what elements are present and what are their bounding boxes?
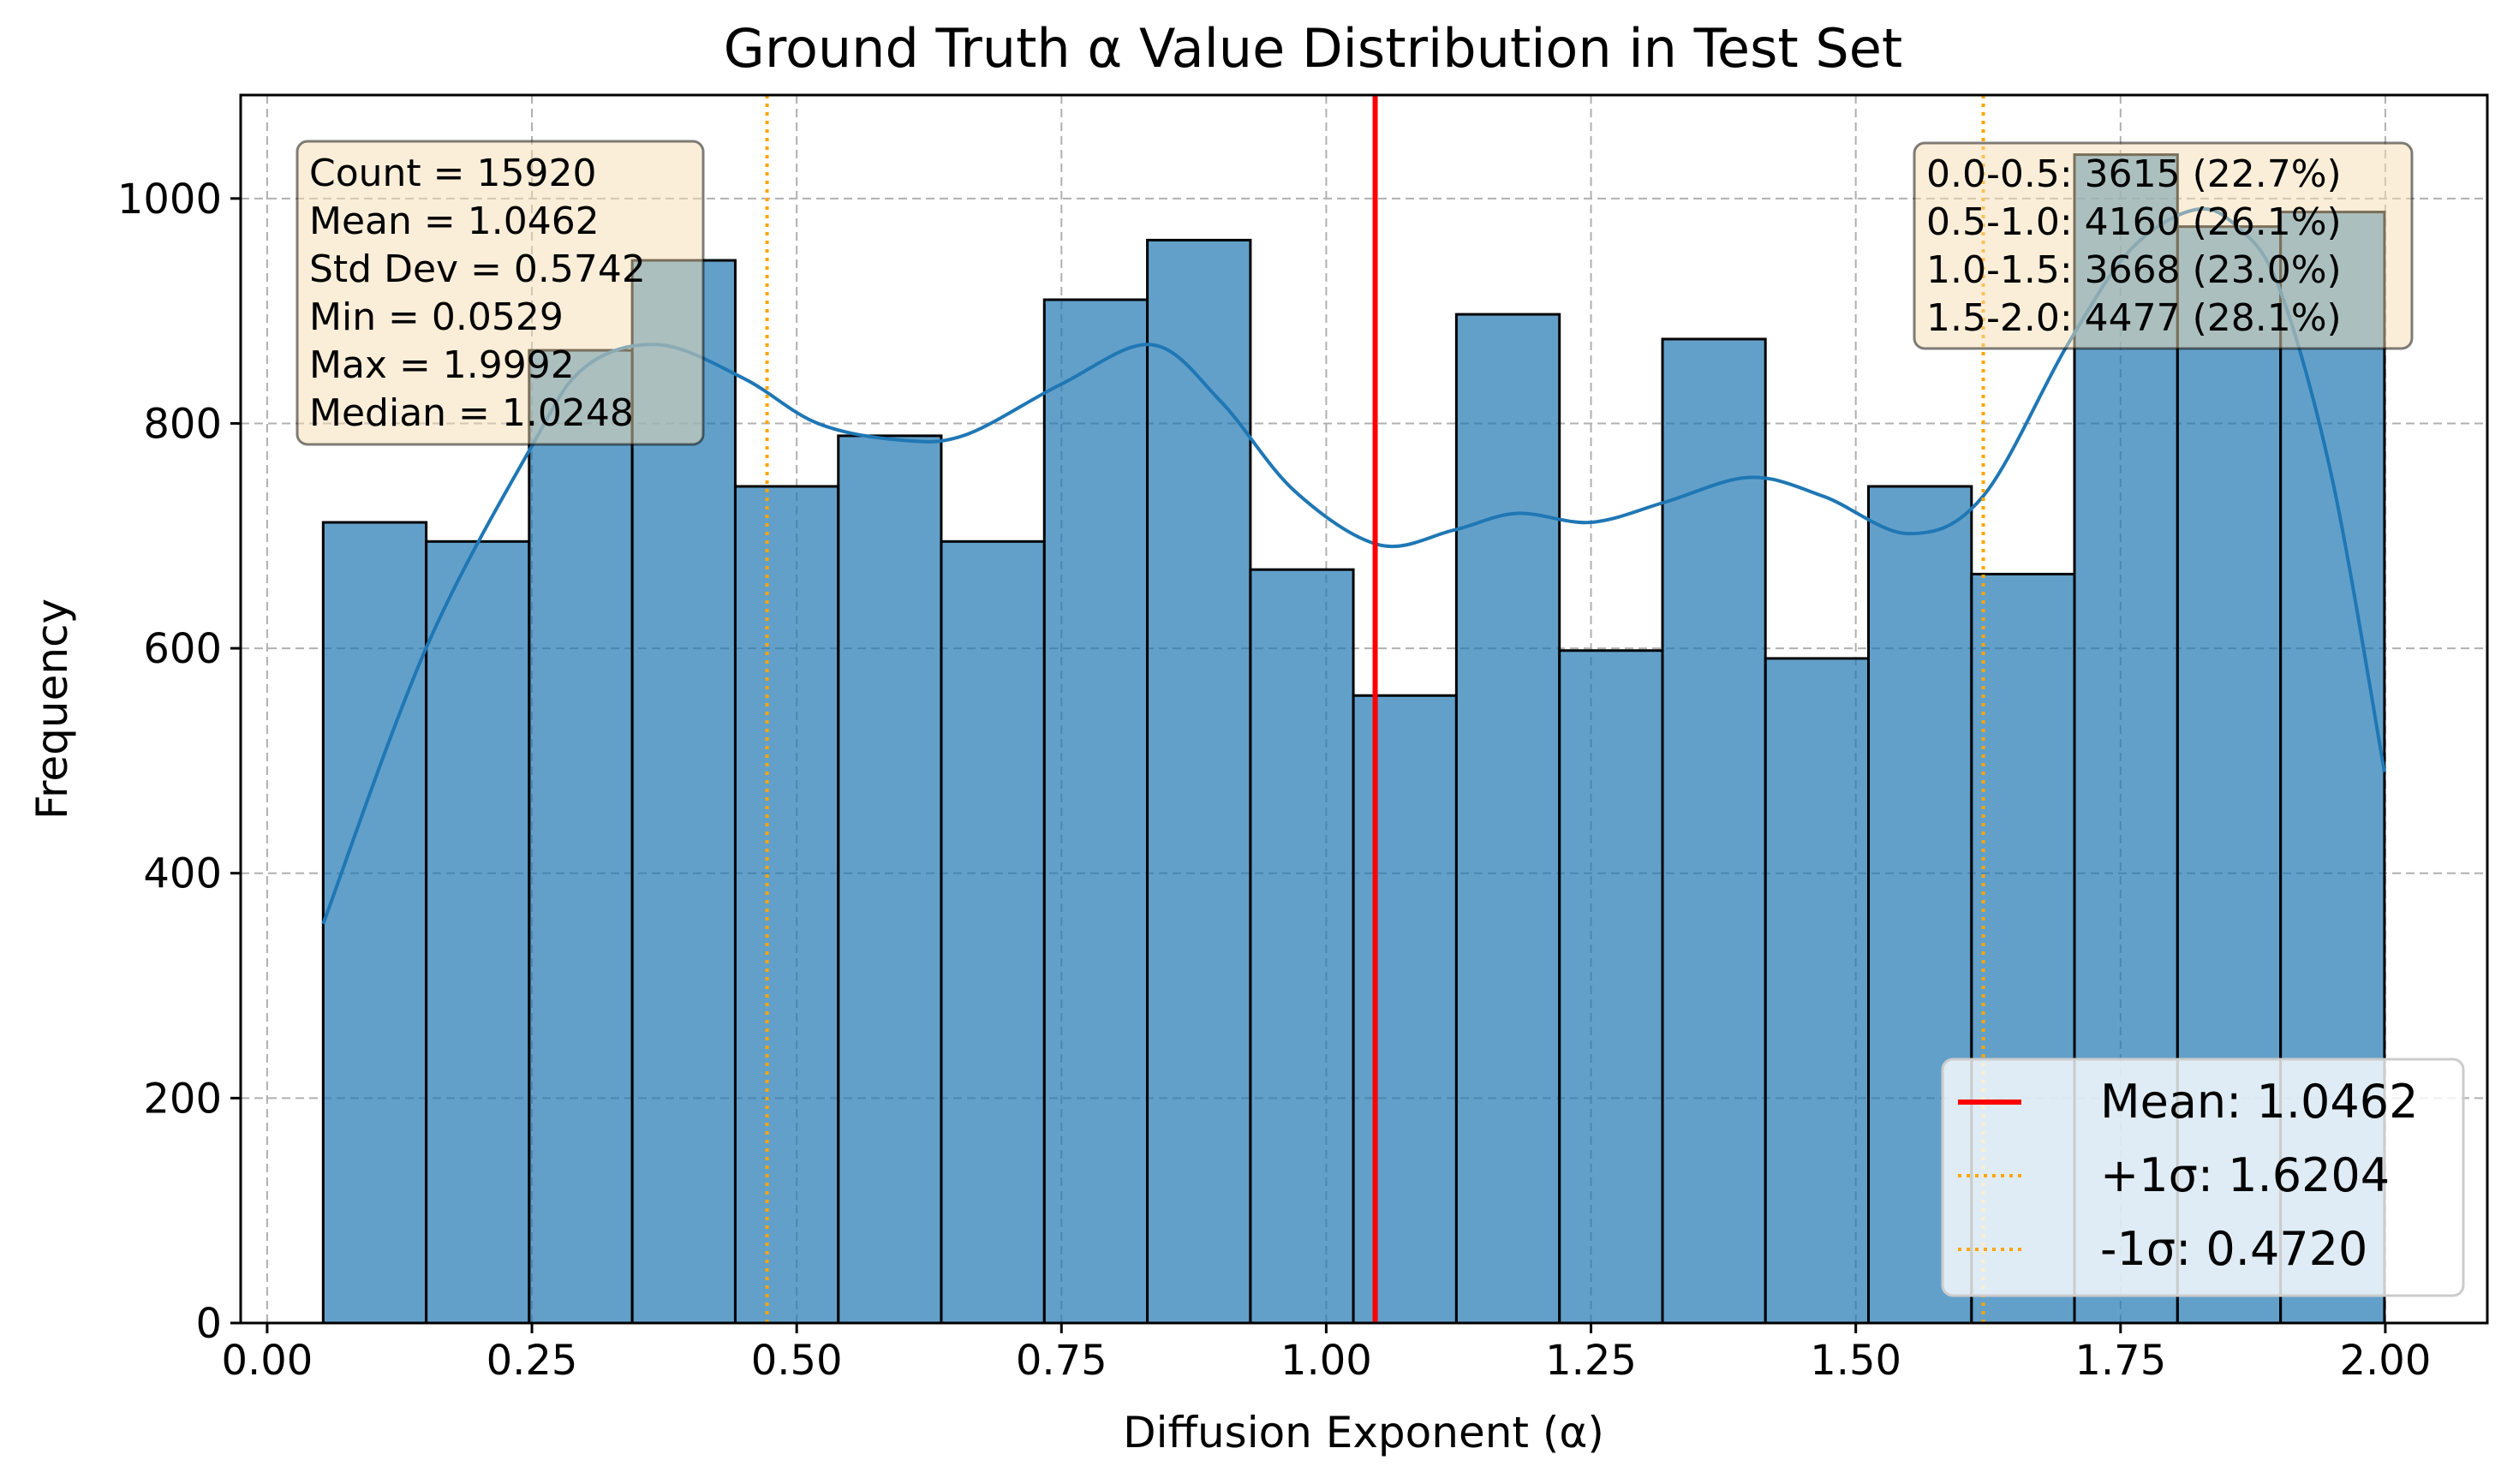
legend-label-minus-sigma: -1σ: 0.4720 [2100, 1222, 2367, 1276]
range-0-05: 0.0-0.5: 3615 (22.7%) [1926, 152, 2342, 196]
range-box-background [1913, 141, 2414, 350]
stat-median: Median = 1.0248 [309, 391, 634, 435]
x-axis-label: Diffusion Exponent (α) [1123, 1408, 1604, 1457]
histogram-bar [940, 539, 1046, 1325]
range-counts-box: 0.0-0.5: 3615 (22.7%) 0.5-1.0: 4160 (26.… [1913, 141, 2414, 350]
x-tick-label: 0.75 [1016, 1337, 1107, 1385]
y-tick-label: 1000 [117, 176, 222, 223]
y-axis-label: Frequency [27, 599, 77, 819]
y-tick-label: 600 [143, 625, 222, 673]
histogram-bar [1352, 694, 1458, 1325]
legend-frame [1941, 1058, 2465, 1297]
y-tick-label: 200 [143, 1075, 222, 1123]
x-tick-label: 1.00 [1280, 1337, 1372, 1385]
histogram-bar [1558, 649, 1664, 1325]
x-tick-label: 1.25 [1545, 1337, 1637, 1385]
histogram-bar [1764, 657, 1871, 1325]
legend-label-plus-sigma: +1σ: 1.6204 [2100, 1148, 2390, 1202]
x-tick-label: 1.75 [2074, 1337, 2166, 1385]
y-axis-ticks: 0 200 400 600 800 1000 [117, 176, 241, 1348]
plot-frame [239, 93, 2489, 1325]
range-15-20: 1.5-2.0: 4477 (28.1%) [1926, 296, 2342, 340]
range-05-10: 0.5-1.0: 4160 (26.1%) [1926, 200, 2342, 244]
stat-min: Min = 0.0529 [309, 295, 564, 339]
x-tick-label: 2.00 [2339, 1337, 2431, 1385]
histogram-bar [837, 434, 943, 1325]
x-tick-label: 1.50 [1810, 1337, 1901, 1385]
stat-mean: Mean = 1.0462 [309, 200, 600, 243]
chart-title: Ground Truth α Value Distribution in Tes… [724, 17, 1902, 80]
stat-std: Std Dev = 0.5742 [309, 247, 646, 291]
reference-lines [765, 95, 1985, 1323]
x-tick-label: 0.50 [751, 1337, 843, 1385]
histogram-bar [425, 539, 531, 1325]
legend-label-mean: Mean: 1.0462 [2100, 1075, 2418, 1129]
histogram-bar [321, 521, 428, 1325]
stat-count: Count = 15920 [309, 152, 596, 195]
histogram-bar [528, 349, 634, 1325]
histogram-bar [733, 485, 840, 1325]
statistics-box: Count = 15920 Mean = 1.0462 Std Dev = 0.… [295, 140, 705, 446]
x-tick-label: 0.00 [221, 1337, 313, 1385]
stat-max: Max = 1.9992 [309, 343, 575, 387]
x-axis-ticks: 0.00 0.25 0.50 0.75 1.00 1.25 1.50 1.75 2.00 [221, 1323, 2431, 1385]
histogram-bar [1146, 238, 1252, 1325]
y-tick-label: 0 [195, 1300, 222, 1348]
histogram-bar [1454, 313, 1561, 1325]
range-10-15: 1.0-1.5: 3668 (23.0%) [1926, 248, 2342, 292]
x-tick-label: 0.25 [486, 1337, 578, 1385]
histogram-bar [1249, 568, 1355, 1325]
y-tick-label: 800 [143, 400, 222, 448]
histogram-bar [1042, 298, 1149, 1325]
statistics-box-background [295, 140, 705, 446]
histogram-bar [1661, 337, 1767, 1325]
y-tick-label: 400 [143, 850, 222, 898]
legend: Mean: 1.0462 +1σ: 1.6204 -1σ: 0.4720 [1941, 1058, 2465, 1297]
histogram-bars [321, 153, 2386, 1325]
